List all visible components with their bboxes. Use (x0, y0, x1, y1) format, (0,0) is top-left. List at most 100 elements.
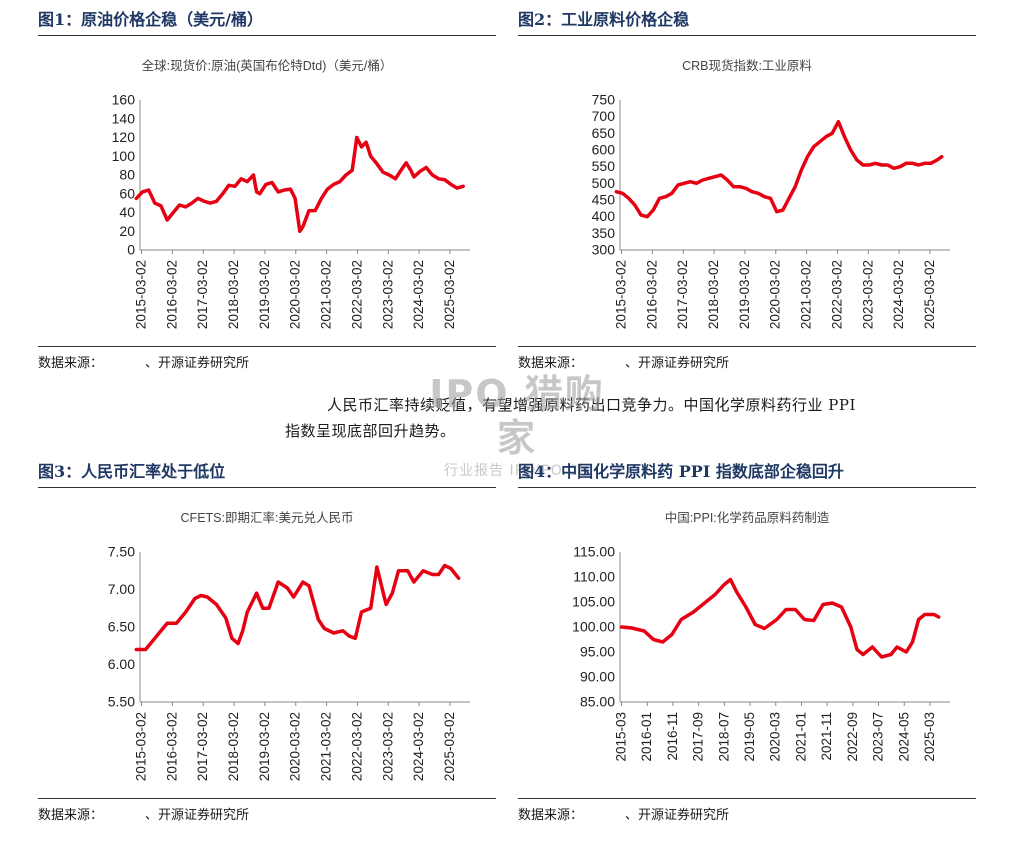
x-tick-label: 2024-03-02 (411, 260, 426, 329)
usdcny-chart: CFETS:即期汇率:美元兑人民币 5.50 6.00 6.50 7.00 7.50 201… (108, 510, 470, 781)
source-text: 、开源证券研究所 (145, 356, 250, 371)
x-tick-label: 2015-03-02 (134, 260, 149, 329)
chart-title: 中国:PPI:化学药品原料药制造 (665, 510, 830, 525)
y-tick-label: 5.50 (108, 694, 135, 710)
x-tick-label: 2024-03-02 (411, 712, 426, 781)
paragraph-line-1: 人民币汇率持续贬值，有望增强原料药出口竞争力。中国化学原料药行业 PPI (327, 396, 856, 414)
figure-title: 图4：中国化学原料药 PPI 指数底部企稳回升 (518, 460, 976, 488)
source-text: 、开源证券研究所 (625, 808, 730, 823)
y-tick-label: 105.00 (572, 594, 615, 610)
x-tick-label: 2019-05 (742, 712, 757, 762)
y-tick-label: 95.00 (580, 644, 615, 660)
source-label: 数据来源： (38, 356, 104, 371)
paragraph-line-2: 指数呈现底部回升趋势。 (285, 422, 456, 440)
x-tick-label: 2023-03-02 (380, 712, 395, 781)
x-tick-label: 2025-03-02 (922, 260, 937, 329)
figure-title: 图1：原油价格企稳（美元/桶） (38, 8, 496, 36)
y-tick-label: 500 (592, 175, 616, 191)
x-tick-label: 2016-03-02 (164, 712, 179, 781)
body-paragraph: 人民币汇率持续贬值，有望增强原料药出口竞争力。中国化学原料药行业 PPI 指数呈… (285, 392, 975, 444)
x-tick-label: 2024-05 (896, 712, 911, 762)
x-tick-label: 2023-03-02 (380, 260, 395, 329)
y-tick-label: 120 (112, 129, 136, 145)
x-tick-label: 2022-09 (845, 712, 860, 762)
y-tick-label: 100.00 (572, 619, 615, 635)
x-tick-label: 2018-03-02 (706, 260, 721, 329)
series-line (134, 563, 461, 652)
y-tick-label: 600 (592, 142, 616, 158)
x-tick-label: 2022-03-02 (349, 260, 364, 329)
y-tick-label: 650 (592, 125, 616, 141)
y-tick-label: 20 (119, 223, 135, 239)
x-tick-label: 2024-03-02 (891, 260, 906, 329)
y-tick-label: 100 (112, 148, 136, 164)
y-tick-label: 85.00 (580, 694, 615, 710)
y-tick-label: 140 (112, 110, 136, 126)
x-tick-label: 2017-03-02 (195, 712, 210, 781)
series-line (614, 119, 944, 219)
y-tick-label: 400 (592, 208, 616, 224)
source-label: 数据来源： (518, 356, 584, 371)
series-line (619, 577, 941, 659)
x-tick-label: 2015-03-02 (614, 260, 629, 329)
source-note: 数据来源： 、开源证券研究所 (38, 798, 496, 823)
y-tick-label: 750 (592, 92, 616, 108)
x-tick-label: 2023-03-02 (860, 260, 875, 329)
y-tick-label: 7.50 (108, 544, 135, 560)
x-tick-label: 2025-03-02 (442, 260, 457, 329)
x-tick-label: 2021-03-02 (799, 260, 814, 329)
y-tick-label: 6.00 (108, 656, 135, 672)
y-tick-label: 60 (119, 185, 135, 201)
x-tick-label: 2021-03-02 (319, 260, 334, 329)
x-tick-label: 2025-03-02 (442, 712, 457, 781)
x-tick-label: 2021-01 (793, 712, 808, 762)
series-line (134, 135, 465, 234)
x-tick-label: 2015-03-02 (134, 712, 149, 781)
source-text: 、开源证券研究所 (625, 356, 730, 371)
chart-title: CRB现货指数:工业原料 (682, 58, 812, 73)
y-tick-label: 160 (112, 92, 136, 108)
x-tick-label: 2020-03 (768, 712, 783, 762)
x-tick-label: 2016-03-02 (644, 260, 659, 329)
x-tick-label: 2016-03-02 (164, 260, 179, 329)
x-tick-label: 2016-11 (665, 712, 680, 761)
x-tick-label: 2017-09 (691, 712, 706, 762)
x-tick-label: 2018-03-02 (226, 712, 241, 781)
x-tick-label: 2025-03 (922, 712, 937, 762)
x-tick-label: 2018-07 (716, 712, 731, 762)
y-tick-label: 90.00 (580, 669, 615, 685)
x-tick-label: 2016-01 (639, 712, 654, 762)
y-tick-label: 300 (592, 242, 616, 258)
y-tick-label: 80 (119, 167, 135, 183)
crude-oil-chart: 全球:现货价:原油(英国布伦特Dtd)（美元/桶） 0 20 40 60 80 100 120… (112, 58, 470, 329)
y-tick-label: 7.00 (108, 581, 135, 597)
x-tick-label: 2022-03-02 (349, 712, 364, 781)
y-tick-label: 6.50 (108, 619, 135, 635)
crb-industrial-chart: CRB现货指数:工业原料 3003504004505005506006507007… (592, 58, 950, 329)
x-tick-label: 2017-03-02 (675, 260, 690, 329)
y-tick-label: 450 (592, 192, 616, 208)
x-tick-label: 2020-03-02 (768, 260, 783, 329)
x-tick-label: 2019-03-02 (737, 260, 752, 329)
y-tick-label: 550 (592, 158, 616, 174)
x-tick-label: 2021-11 (819, 712, 834, 761)
source-label: 数据来源： (38, 808, 104, 823)
source-text: 、开源证券研究所 (145, 808, 250, 823)
x-tick-label: 2020-03-02 (288, 260, 303, 329)
x-tick-label: 2022-03-02 (829, 260, 844, 329)
api-ppi-chart: 中国:PPI:化学药品原料药制造 85.00 90.00 95.00 100.00 105… (572, 510, 950, 762)
source-note: 数据来源： 、开源证券研究所 (38, 346, 496, 371)
y-tick-label: 40 (119, 204, 135, 220)
chart-title: 全球:现货价:原油(英国布伦特Dtd)（美元/桶） (142, 58, 393, 73)
chart-title: CFETS:即期汇率:美元兑人民币 (181, 510, 354, 525)
source-note: 数据来源： 、开源证券研究所 (518, 346, 976, 371)
x-tick-label: 2017-03-02 (195, 260, 210, 329)
y-tick-label: 0 (127, 242, 135, 258)
x-tick-label: 2018-03-02 (226, 260, 241, 329)
source-label: 数据来源： (518, 808, 584, 823)
y-tick-label: 350 (592, 225, 616, 241)
y-tick-label: 700 (592, 108, 616, 124)
y-tick-label: 115.00 (573, 544, 615, 560)
x-tick-label: 2023-07 (871, 712, 886, 762)
x-tick-label: 2020-03-02 (288, 712, 303, 781)
